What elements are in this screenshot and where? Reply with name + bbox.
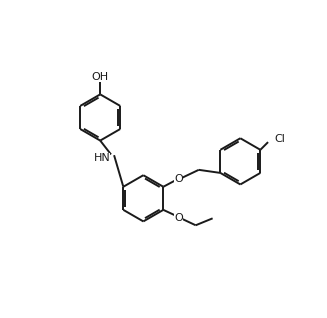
Text: OH: OH bbox=[92, 73, 109, 82]
Text: O: O bbox=[174, 174, 183, 184]
Text: O: O bbox=[174, 212, 183, 223]
Text: Cl: Cl bbox=[274, 134, 285, 144]
Text: HN: HN bbox=[94, 153, 110, 163]
